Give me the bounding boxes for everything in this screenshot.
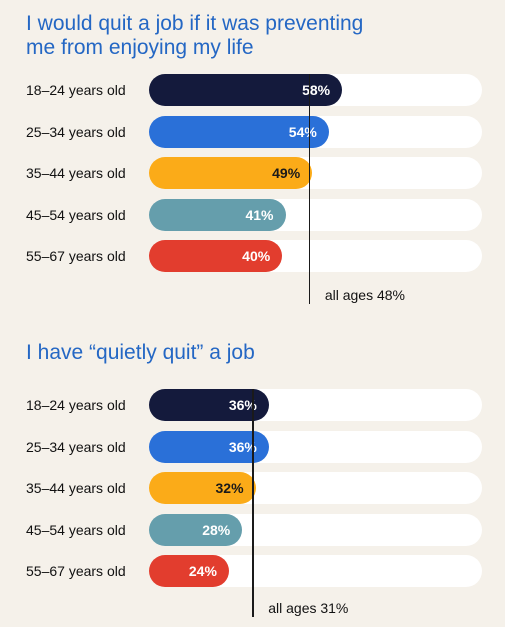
category-label: 55–67 years old <box>26 248 126 264</box>
bar <box>149 514 243 546</box>
bar <box>149 389 269 421</box>
bar <box>149 157 313 189</box>
category-label: 25–34 years old <box>26 439 126 455</box>
category-label: 25–34 years old <box>26 124 126 140</box>
bar-value-label: 36% <box>228 397 257 413</box>
bar <box>149 116 329 148</box>
bar <box>149 240 283 272</box>
bar-value-label: 28% <box>202 522 231 538</box>
bar <box>149 199 286 231</box>
chart-2-title: I have “quietly quit” a job <box>26 341 255 365</box>
bar <box>149 555 229 587</box>
category-label: 45–54 years old <box>26 522 126 538</box>
bar-value-label: 54% <box>288 124 317 140</box>
bar <box>149 431 269 463</box>
category-label: 35–44 years old <box>26 480 126 496</box>
chart-title-line: me from enjoying my life <box>26 36 254 59</box>
bar-value-label: 40% <box>242 248 271 264</box>
chart-title-line: I would quit a job if it was preventing <box>26 12 364 35</box>
reference-line <box>252 389 254 617</box>
bar-value-label: 32% <box>215 480 244 496</box>
category-label: 45–54 years old <box>26 207 126 223</box>
bar-value-label: 36% <box>228 439 257 455</box>
bar-value-label: 24% <box>188 563 217 579</box>
category-label: 18–24 years old <box>26 82 126 98</box>
category-label: 18–24 years old <box>26 397 126 413</box>
reference-line-label: all ages 48% <box>324 287 405 303</box>
bar-value-label: 58% <box>302 82 331 98</box>
bar-value-label: 41% <box>245 207 274 223</box>
bar-value-label: 49% <box>272 165 301 181</box>
reference-line <box>308 74 311 304</box>
chart-1-title: I would quit a job if it was preventing m… <box>26 12 363 60</box>
category-label: 35–44 years old <box>26 165 126 181</box>
chart-title-line: I have “quietly quit” a job <box>26 341 255 364</box>
reference-line-label: all ages 31% <box>268 600 349 616</box>
bar <box>149 472 256 504</box>
category-label: 55–67 years old <box>26 563 126 579</box>
